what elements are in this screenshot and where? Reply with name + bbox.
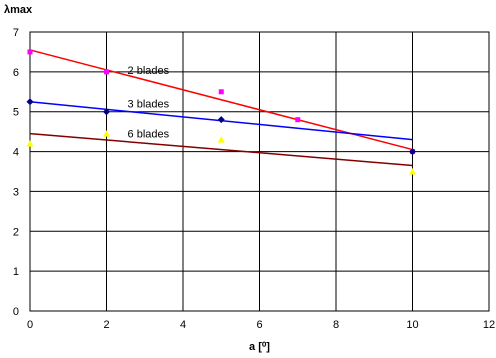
data-point: [26, 140, 34, 147]
x-tick-label: 0: [27, 319, 33, 331]
y-tick-label: 3: [13, 186, 19, 198]
y-tick-label: 7: [13, 27, 19, 39]
data-point: [218, 89, 224, 95]
x-tick-label: 6: [256, 319, 262, 331]
x-tick-label: 12: [483, 319, 495, 331]
data-point: [217, 136, 225, 143]
data-point: [103, 108, 110, 116]
x-tick-labels: 0 2 4 6 8 10 12: [27, 319, 495, 331]
series-label: 6 blades: [128, 129, 170, 141]
plot-frame: [29, 31, 490, 312]
x-tick-label: 2: [103, 319, 109, 331]
y-tick-label: 2: [13, 226, 19, 238]
data-point: [103, 130, 110, 137]
trendline-3: [29, 132, 413, 167]
series-label: 2 blades: [128, 65, 170, 77]
series-label: 3 blades: [128, 99, 170, 111]
data-point: [26, 98, 34, 106]
grid: [29, 31, 490, 312]
trendlines: [29, 49, 413, 167]
x-axis-title: a [⁰]: [249, 341, 270, 353]
y-tick-label: 5: [13, 107, 19, 119]
data-point: [217, 116, 225, 124]
y-tick-label: 0: [13, 306, 19, 318]
y-tick-labels: 0 1 2 3 4 5 6 7: [13, 27, 19, 318]
y-axis-title: λmax: [4, 4, 33, 16]
data-point: [27, 49, 33, 55]
series-labels: 2 blades 3 blades 6 blades: [128, 65, 170, 141]
data-point: [409, 168, 416, 175]
y-tick-label: 6: [13, 67, 19, 79]
x-tick-label: 8: [333, 319, 339, 331]
markers: [26, 49, 416, 175]
x-tick-label: 4: [180, 319, 186, 331]
y-tick-label: 4: [13, 147, 19, 159]
x-tick-label: 10: [406, 319, 418, 331]
data-point: [409, 148, 416, 156]
data-point: [104, 69, 109, 75]
data-point: [295, 117, 301, 123]
y-tick-label: 1: [13, 266, 19, 278]
